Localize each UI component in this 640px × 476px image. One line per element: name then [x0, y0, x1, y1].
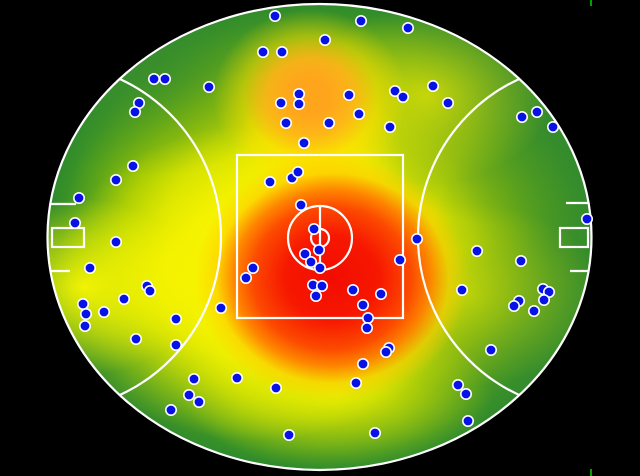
data-point [263, 176, 276, 189]
data-point [514, 255, 527, 268]
data-point [294, 199, 307, 212]
data-point [318, 33, 331, 46]
data-point [118, 292, 131, 305]
data-point [455, 283, 468, 296]
data-point [379, 345, 392, 358]
data-point [73, 192, 86, 205]
goal-square-right [558, 226, 590, 249]
data-point [470, 245, 483, 258]
data-point [298, 248, 311, 261]
data-point [98, 305, 111, 318]
data-point [84, 261, 97, 274]
data-point [110, 174, 123, 187]
data-point [291, 166, 304, 179]
data-point [309, 289, 322, 302]
data-point [129, 106, 142, 119]
data-point [170, 338, 183, 351]
data-point [368, 426, 381, 439]
data-point [312, 244, 325, 257]
scatter-points-group [69, 10, 593, 441]
data-point [322, 117, 335, 130]
data-point [282, 428, 295, 441]
data-point [346, 283, 359, 296]
data-point [279, 117, 292, 130]
data-point [515, 111, 528, 124]
data-point [410, 233, 423, 246]
data-point [275, 45, 288, 58]
data-point [507, 299, 520, 312]
frame-tick [590, 0, 592, 6]
boundary-ellipse [46, 2, 593, 472]
data-point [461, 414, 474, 427]
data-point [297, 137, 310, 150]
data-point [144, 284, 157, 297]
data-point [80, 307, 93, 320]
frame-tick [590, 469, 592, 476]
data-point [269, 381, 282, 394]
data-point [77, 297, 90, 310]
data-point [268, 10, 281, 22]
data-point [315, 279, 328, 292]
data-point [148, 73, 161, 86]
data-point [69, 217, 82, 230]
data-point [256, 45, 269, 58]
data-point [247, 261, 260, 274]
right-50m-arc [416, 61, 592, 413]
data-point [342, 89, 355, 102]
data-point [580, 213, 593, 226]
data-point [388, 85, 401, 98]
data-point [304, 255, 317, 268]
data-point [203, 81, 216, 94]
data-point [360, 321, 373, 334]
data-point [307, 223, 320, 236]
data-point [130, 332, 143, 345]
data-point [537, 293, 550, 306]
data-point [356, 357, 369, 370]
data-point [401, 21, 414, 34]
data-point [441, 97, 454, 110]
data-point [352, 108, 365, 121]
data-point [527, 304, 540, 317]
data-point [374, 287, 387, 300]
left-50m-arc [47, 61, 223, 413]
data-point [313, 261, 326, 274]
data-point [110, 236, 123, 249]
data-point [159, 73, 172, 86]
data-point [188, 372, 201, 385]
data-point [361, 311, 374, 324]
data-point [165, 403, 178, 416]
data-point [396, 91, 409, 104]
data-point [127, 160, 140, 173]
data-point [292, 88, 305, 101]
data-point [193, 395, 206, 408]
data-point [292, 98, 305, 111]
data-point [349, 376, 362, 389]
data-point [170, 312, 183, 325]
data-point [393, 254, 406, 267]
data-point [354, 15, 367, 27]
data-point [231, 371, 244, 384]
data-point [484, 343, 497, 356]
data-point [183, 388, 196, 401]
centre-square [235, 153, 405, 320]
data-point [240, 271, 253, 284]
data-point [215, 301, 228, 314]
data-point [79, 319, 92, 332]
data-point [451, 378, 464, 391]
data-point [426, 80, 439, 93]
data-point [356, 298, 369, 311]
data-point [530, 106, 543, 119]
data-point [274, 97, 287, 110]
data-point [383, 121, 396, 134]
data-point [546, 121, 559, 134]
goal-square-left [50, 226, 86, 249]
data-point [459, 387, 472, 400]
